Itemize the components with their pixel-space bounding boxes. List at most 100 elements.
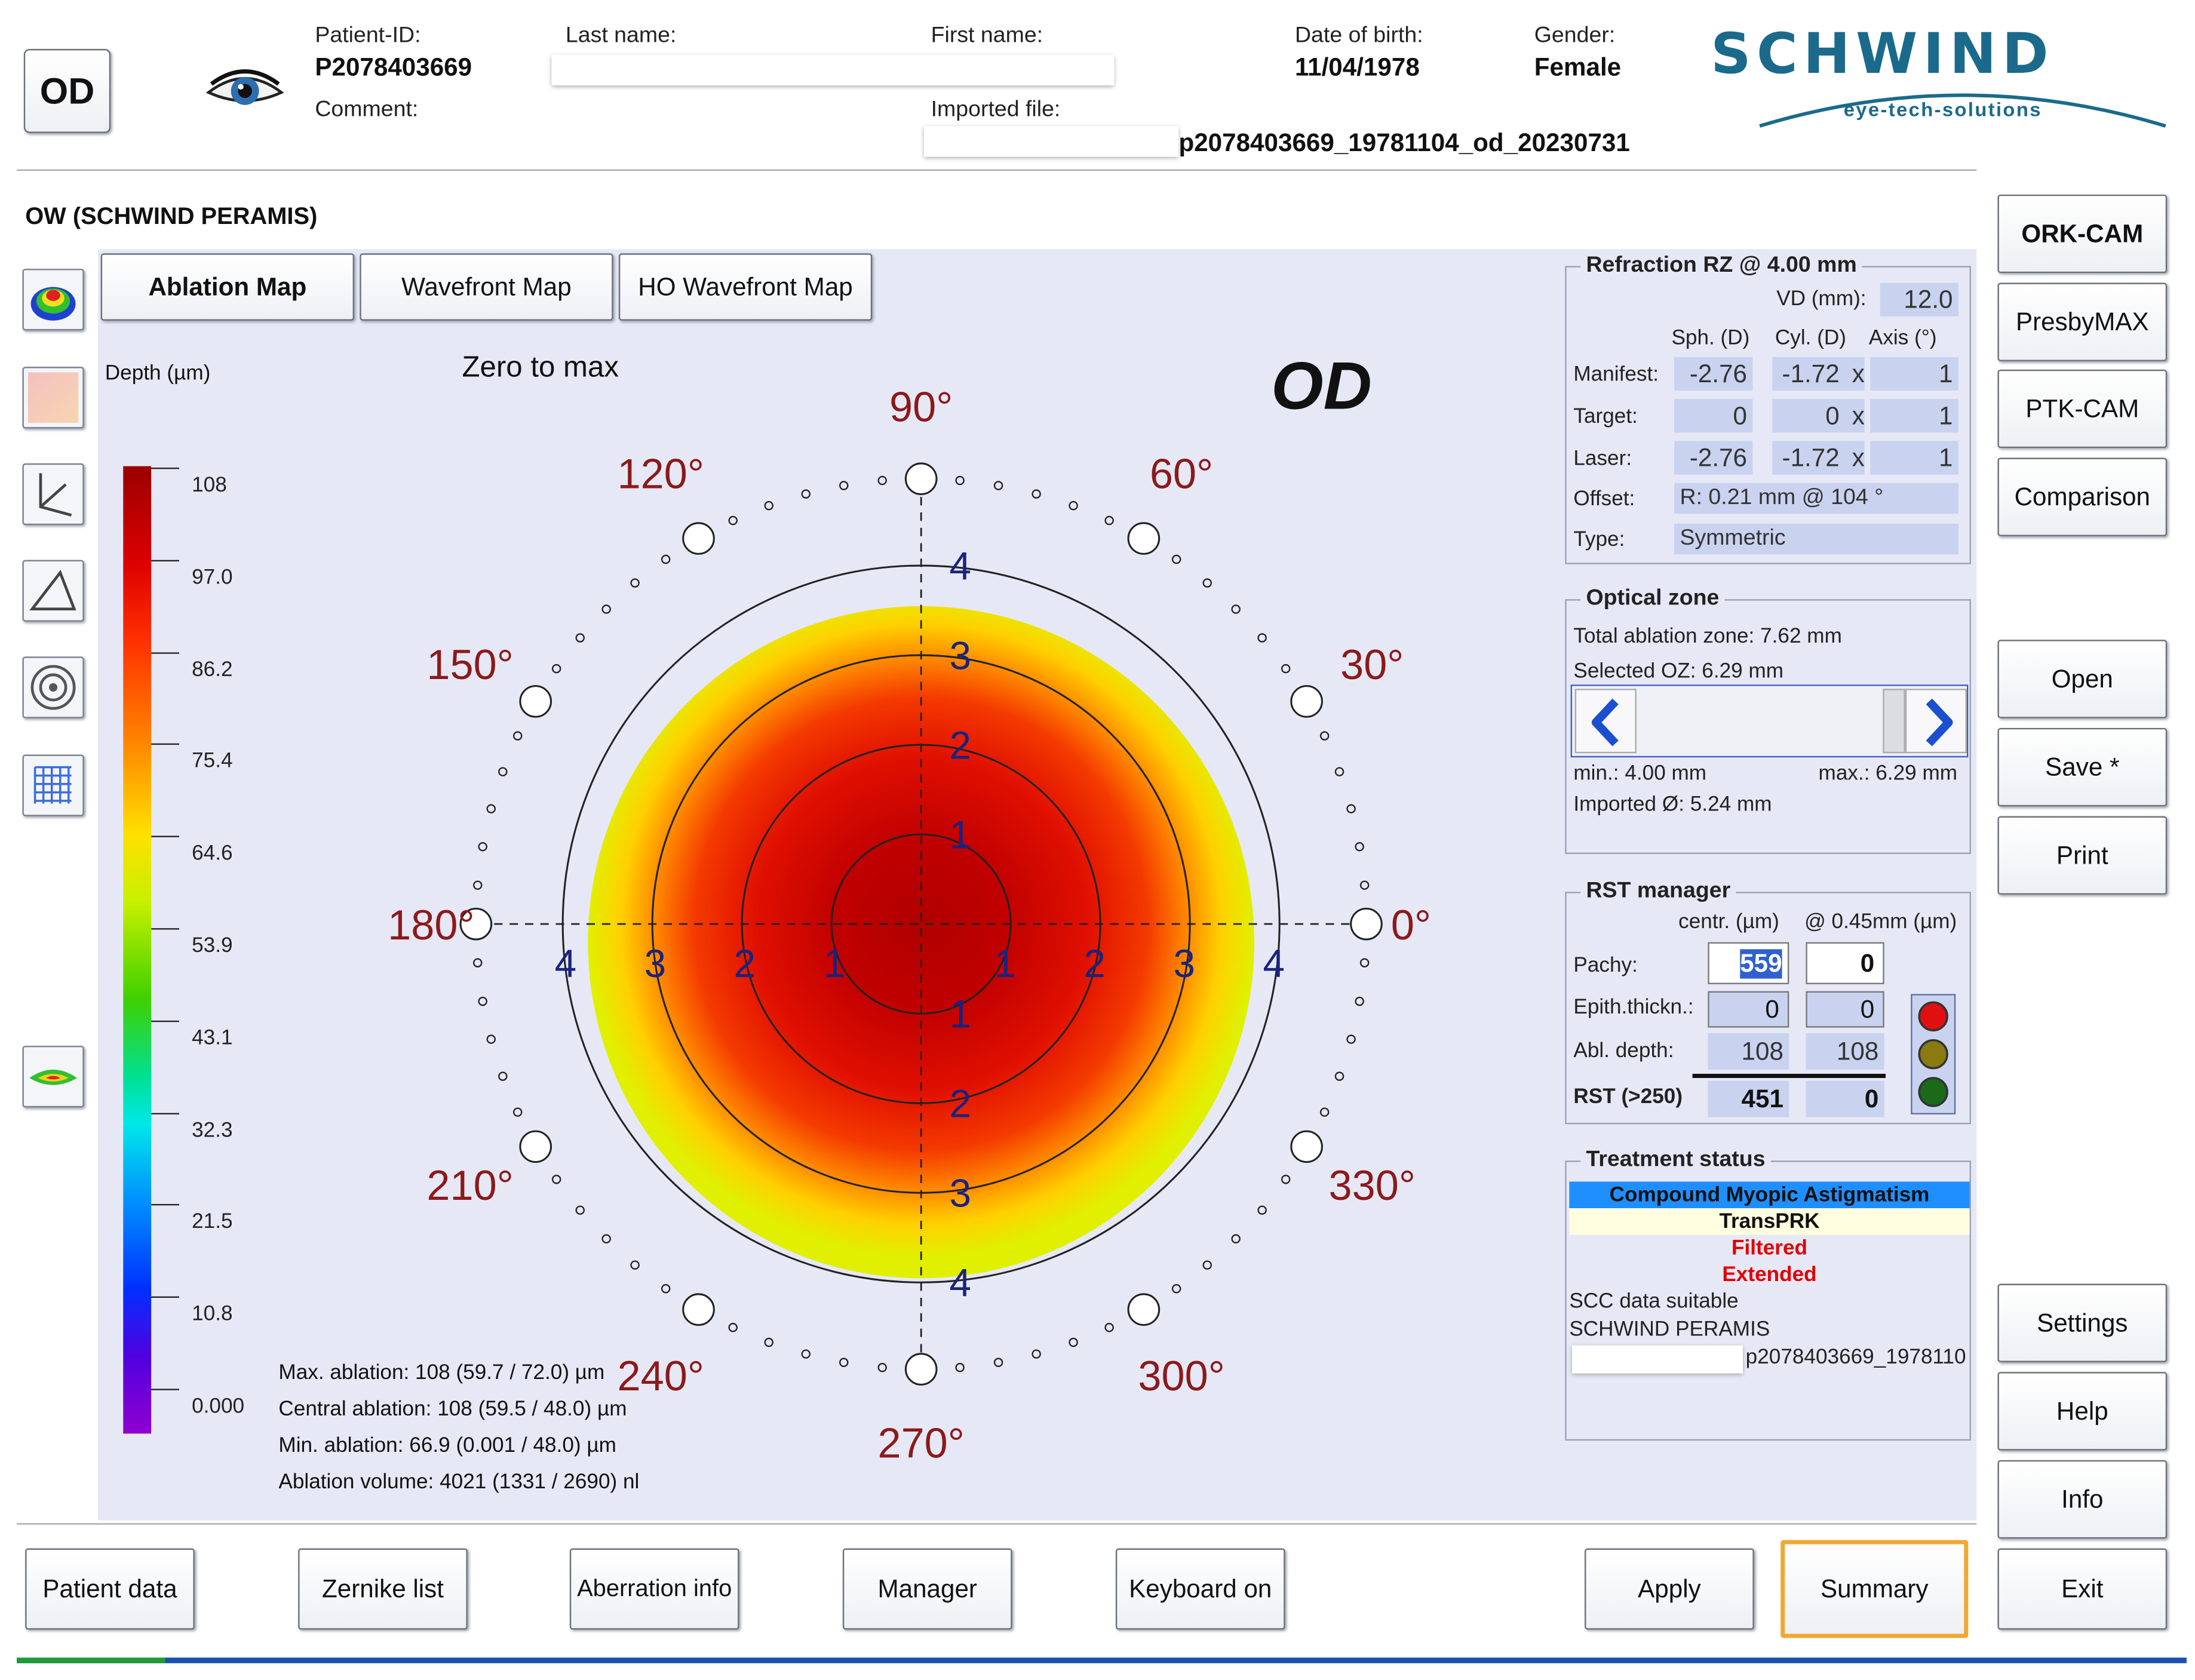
target-cyl-field[interactable]: 0 <box>1772 399 1846 433</box>
info-button[interactable]: Info <box>1997 1460 2168 1539</box>
vd-field[interactable]: 12.0 <box>1880 282 1958 317</box>
last-name-label: Last name: <box>565 23 677 48</box>
eye-selector-button[interactable]: OD <box>23 49 111 133</box>
dob-label: Date of birth: <box>1294 23 1423 48</box>
scale-tick <box>151 1112 179 1114</box>
angle-dot <box>1171 1284 1181 1294</box>
ring-label: 2 <box>734 942 756 985</box>
comparison-button[interactable]: Comparison <box>1997 457 2168 536</box>
target-sph-field[interactable]: 0 <box>1674 399 1753 433</box>
bottom-status-bar <box>17 1657 2187 1663</box>
status-line-method: TransPRK <box>1569 1208 1970 1235</box>
oz-slider-thumb[interactable] <box>1883 689 1905 754</box>
scale-tick <box>151 467 179 469</box>
last-name-field[interactable] <box>551 54 1115 85</box>
target-axis-field[interactable]: 1 <box>1870 399 1958 433</box>
manifest-sph-field[interactable]: -2.76 <box>1674 357 1753 391</box>
scale-label: 75.4 <box>192 750 233 773</box>
angle-label: 0° <box>1391 901 1431 948</box>
angle-marker <box>459 907 493 941</box>
angle-dot <box>877 475 887 486</box>
laser-cyl-field[interactable]: -1.72 <box>1772 441 1846 475</box>
ptk-cam-button[interactable]: PTK-CAM <box>1997 369 2168 449</box>
angle-label: 210° <box>426 1162 513 1209</box>
angle-label: 180° <box>388 901 474 948</box>
texture-map-tool-icon[interactable] <box>22 367 84 429</box>
display-mode-label: Zero to max <box>462 351 619 384</box>
help-button[interactable]: Help <box>1997 1372 2168 1451</box>
scale-label: 108 <box>192 473 227 497</box>
open-button[interactable]: Open <box>1997 640 2168 718</box>
oz-slider-left-button[interactable] <box>1574 689 1637 754</box>
grid-tool-icon[interactable] <box>22 754 84 816</box>
ring-label: 1 <box>824 942 845 985</box>
oz-slider[interactable] <box>1570 684 1969 758</box>
manifest-cyl-field[interactable]: -1.72 <box>1772 357 1846 391</box>
aberration-info-button[interactable]: Aberration info <box>569 1548 739 1630</box>
angle-dot <box>1334 1071 1344 1081</box>
ring-label: 4 <box>1263 942 1285 985</box>
target-tool-icon[interactable] <box>22 656 84 718</box>
scale-tick <box>151 928 179 930</box>
angle-dot <box>630 578 640 588</box>
angle-dot <box>728 1323 738 1332</box>
apply-button[interactable]: Apply <box>1585 1548 1754 1630</box>
imported-file-value: p2078403669_19781104_od_20230731 <box>1178 128 1630 157</box>
angle-dot <box>728 515 738 526</box>
patient-data-button[interactable]: Patient data <box>25 1548 195 1630</box>
refraction-panel: Refraction RZ @ 4.00 mm VD (mm): 12.0 Sp… <box>1565 253 1971 564</box>
angle-marker <box>519 1130 552 1163</box>
laser-axis-field[interactable]: 1 <box>1870 441 1958 475</box>
summary-button[interactable]: Summary <box>1780 1540 1969 1638</box>
angle-dot <box>1281 1174 1291 1184</box>
angle-dot <box>486 804 496 813</box>
manifest-axis-field[interactable]: 1 <box>1870 357 1958 391</box>
angle-dot <box>877 1363 887 1372</box>
scale-label: 64.6 <box>192 841 233 866</box>
tab-ablation-map[interactable]: Ablation Map <box>100 253 354 321</box>
treatment-status-panel: Treatment status Compound Myopic Astigma… <box>1565 1148 1971 1441</box>
angle-dot <box>801 1349 811 1359</box>
angle-dot <box>512 1107 523 1117</box>
angle-dot <box>1355 841 1364 852</box>
angle-dot <box>1355 996 1364 1006</box>
angle-dot <box>498 767 508 776</box>
scale-label: 0.000 <box>192 1395 245 1418</box>
angle-dot <box>575 633 585 643</box>
pachy-centr-field[interactable]: 559 <box>1708 942 1789 984</box>
keyboard-on-button[interactable]: Keyboard on <box>1115 1548 1285 1630</box>
print-button[interactable]: Print <box>1997 816 2168 895</box>
angle-label: 300° <box>1138 1352 1224 1399</box>
presbymax-button[interactable]: PresbyMAX <box>1997 282 2168 361</box>
epith-045-field[interactable]: 0 <box>1806 991 1884 1028</box>
zernike-list-button[interactable]: Zernike list <box>298 1548 468 1630</box>
exit-button[interactable]: Exit <box>1997 1548 2168 1630</box>
angle-dot <box>661 554 671 564</box>
epith-centr-field[interactable]: 0 <box>1708 991 1789 1028</box>
pachy-045-field[interactable]: 0 <box>1806 942 1884 984</box>
profile-tool-icon[interactable] <box>22 1046 84 1108</box>
angle-tool-icon[interactable] <box>22 560 84 622</box>
angle-dot <box>1359 958 1370 968</box>
angle-dot <box>955 475 965 486</box>
angle-dot <box>551 664 561 674</box>
save-button[interactable]: Save * <box>1997 727 2168 807</box>
angle-dot <box>575 1205 585 1215</box>
ablation-map-tool-icon[interactable] <box>22 269 84 331</box>
angle-dot <box>801 489 811 499</box>
axes-tool-icon[interactable] <box>22 463 84 526</box>
tab-ho-wavefront-map[interactable]: HO Wavefront Map <box>618 253 873 321</box>
oz-slider-right-button[interactable] <box>1905 689 1967 754</box>
angle-label: 330° <box>1329 1162 1416 1209</box>
angle-dot <box>764 1337 774 1347</box>
laser-sph-field[interactable]: -2.76 <box>1674 441 1753 475</box>
rst-divider <box>1692 1073 1886 1079</box>
settings-button[interactable]: Settings <box>1997 1283 2168 1362</box>
status-file-redacted <box>1572 1345 1743 1374</box>
scale-label: 86.2 <box>192 657 233 681</box>
tab-wavefront-map[interactable]: Wavefront Map <box>360 253 613 321</box>
scale-label: 53.9 <box>192 933 233 958</box>
angle-dot <box>1171 554 1181 564</box>
ork-cam-button[interactable]: ORK-CAM <box>1997 194 2168 274</box>
manager-button[interactable]: Manager <box>842 1548 1012 1630</box>
